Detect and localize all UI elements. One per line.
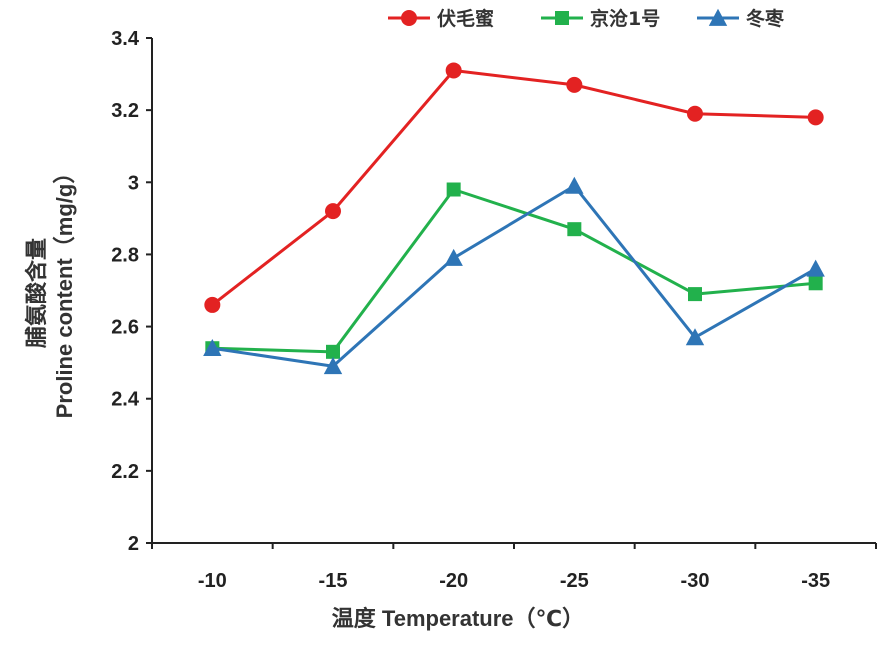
- series-3: [203, 176, 825, 375]
- data-point: [685, 328, 705, 346]
- x-tick-label: -15: [319, 570, 348, 592]
- series-2: [205, 182, 823, 359]
- series-line: [212, 184, 817, 368]
- x-tick-label: -20: [439, 570, 468, 592]
- data-point: [687, 105, 703, 122]
- data-point: [446, 182, 461, 197]
- legend-label: 伏毛蜜: [437, 7, 494, 30]
- legend: 伏毛蜜 京沧1号 冬枣: [388, 7, 785, 30]
- data-point: [806, 259, 825, 277]
- x-tick-label: -35: [801, 570, 830, 592]
- series-line: [211, 68, 816, 307]
- y-tick-label: 3.4: [111, 28, 140, 50]
- data-point: [808, 276, 823, 291]
- data-point: [566, 76, 583, 93]
- data-point: [444, 248, 463, 266]
- data-point: [567, 222, 582, 237]
- data-point: [204, 296, 221, 313]
- y-axis-title-cn: 脯氨酸含量: [24, 238, 49, 348]
- data-point: [325, 203, 341, 220]
- y-axis-title: 脯氨酸含量 Proline content（mg/g）: [24, 162, 77, 419]
- y-ticks: 2 2.2 2.4 2.6 2.8 3 3.2 3.4: [111, 28, 152, 555]
- data-point: [445, 62, 462, 79]
- x-tick-label: -30: [681, 570, 710, 592]
- legend-item: 京沧1号: [541, 7, 660, 30]
- series-line: [212, 188, 816, 354]
- legend-item: 冬枣: [697, 7, 785, 30]
- y-tick-label: 2.4: [111, 389, 140, 411]
- y-tick-label: 2: [128, 533, 139, 555]
- y-tick-label: 2.8: [111, 244, 139, 266]
- data-point: [401, 10, 417, 26]
- data-point: [323, 357, 343, 375]
- y-tick-label: 3.2: [111, 100, 139, 122]
- y-tick-label: 3: [128, 172, 139, 194]
- y-tick-label: 2.2: [111, 461, 139, 483]
- data-point: [555, 11, 569, 25]
- legend-label: 冬枣: [746, 7, 785, 30]
- legend-label: 京沧1号: [590, 7, 660, 30]
- y-tick-label: 2.6: [111, 317, 139, 339]
- x-tick-label: -10: [198, 570, 227, 592]
- x-tick-label: -25: [560, 570, 589, 592]
- y-axis-title-en: Proline content（mg/g）: [52, 162, 77, 419]
- x-axis-title: 温度 Temperature（℃）: [332, 606, 584, 631]
- legend-item: 伏毛蜜: [388, 7, 494, 30]
- data-point: [203, 339, 222, 357]
- series-1: [204, 62, 824, 313]
- data-point: [326, 344, 340, 359]
- data-point: [708, 8, 728, 26]
- x-ticks: -10 -15 -20 -25 -30 -35: [151, 543, 877, 592]
- data-point: [688, 287, 702, 302]
- data-point: [807, 109, 824, 126]
- data-point: [565, 176, 584, 194]
- series-layer: [203, 62, 825, 375]
- axes: [151, 38, 876, 544]
